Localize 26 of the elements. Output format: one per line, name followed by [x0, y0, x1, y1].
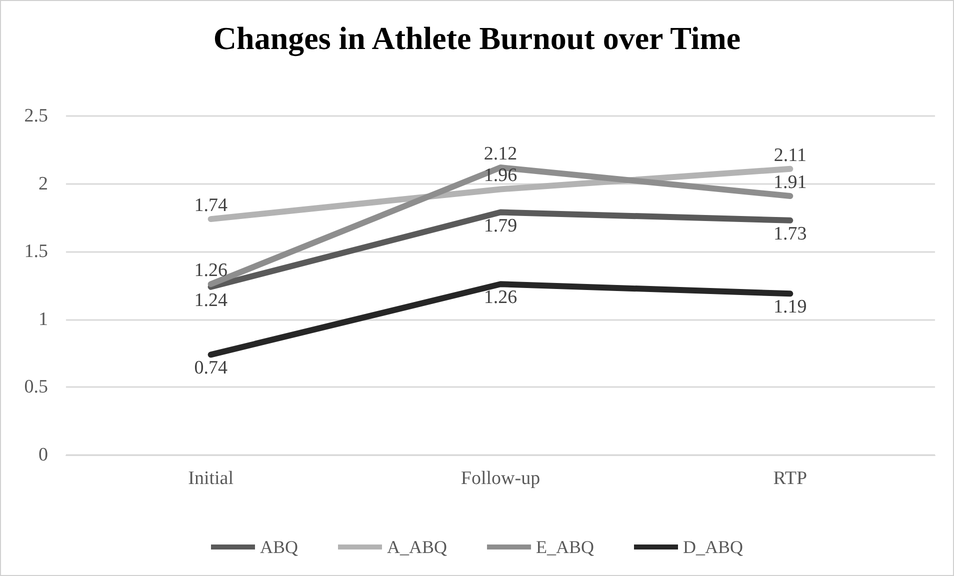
chart-title: Changes in Athlete Burnout over Time: [213, 20, 741, 57]
x-tick-label: Follow-up: [460, 468, 540, 489]
data-label: 1.26: [194, 260, 228, 282]
data-label: 1.19: [774, 296, 807, 318]
y-tick-label: 1: [38, 308, 48, 330]
data-label: 1.24: [194, 290, 228, 311]
y-tick-label: 1.5: [24, 241, 48, 262]
data-label: 1.96: [484, 165, 518, 186]
legend-label: ABQ: [260, 537, 298, 557]
x-tick-label: RTP: [773, 468, 808, 489]
data-label: 0.74: [194, 358, 228, 379]
data-label: 2.12: [484, 144, 518, 165]
y-tick-label: 0.5: [24, 376, 48, 398]
x-tick-label: Initial: [188, 468, 234, 489]
legend-label: E_ABQ: [536, 537, 594, 557]
data-label: 1.73: [774, 223, 807, 244]
data-label: 1.91: [774, 172, 807, 194]
data-label: 1.26: [484, 287, 518, 308]
y-tick-label: 0: [38, 444, 48, 466]
data-label: 1.79: [484, 215, 518, 236]
legend-label: D_ABQ: [683, 537, 744, 557]
legend-label: A_ABQ: [387, 537, 448, 557]
y-tick-label: 2.5: [24, 106, 48, 126]
y-tick-label: 2: [38, 173, 48, 194]
data-label: 1.74: [194, 195, 228, 216]
data-label: 2.11: [774, 144, 806, 166]
